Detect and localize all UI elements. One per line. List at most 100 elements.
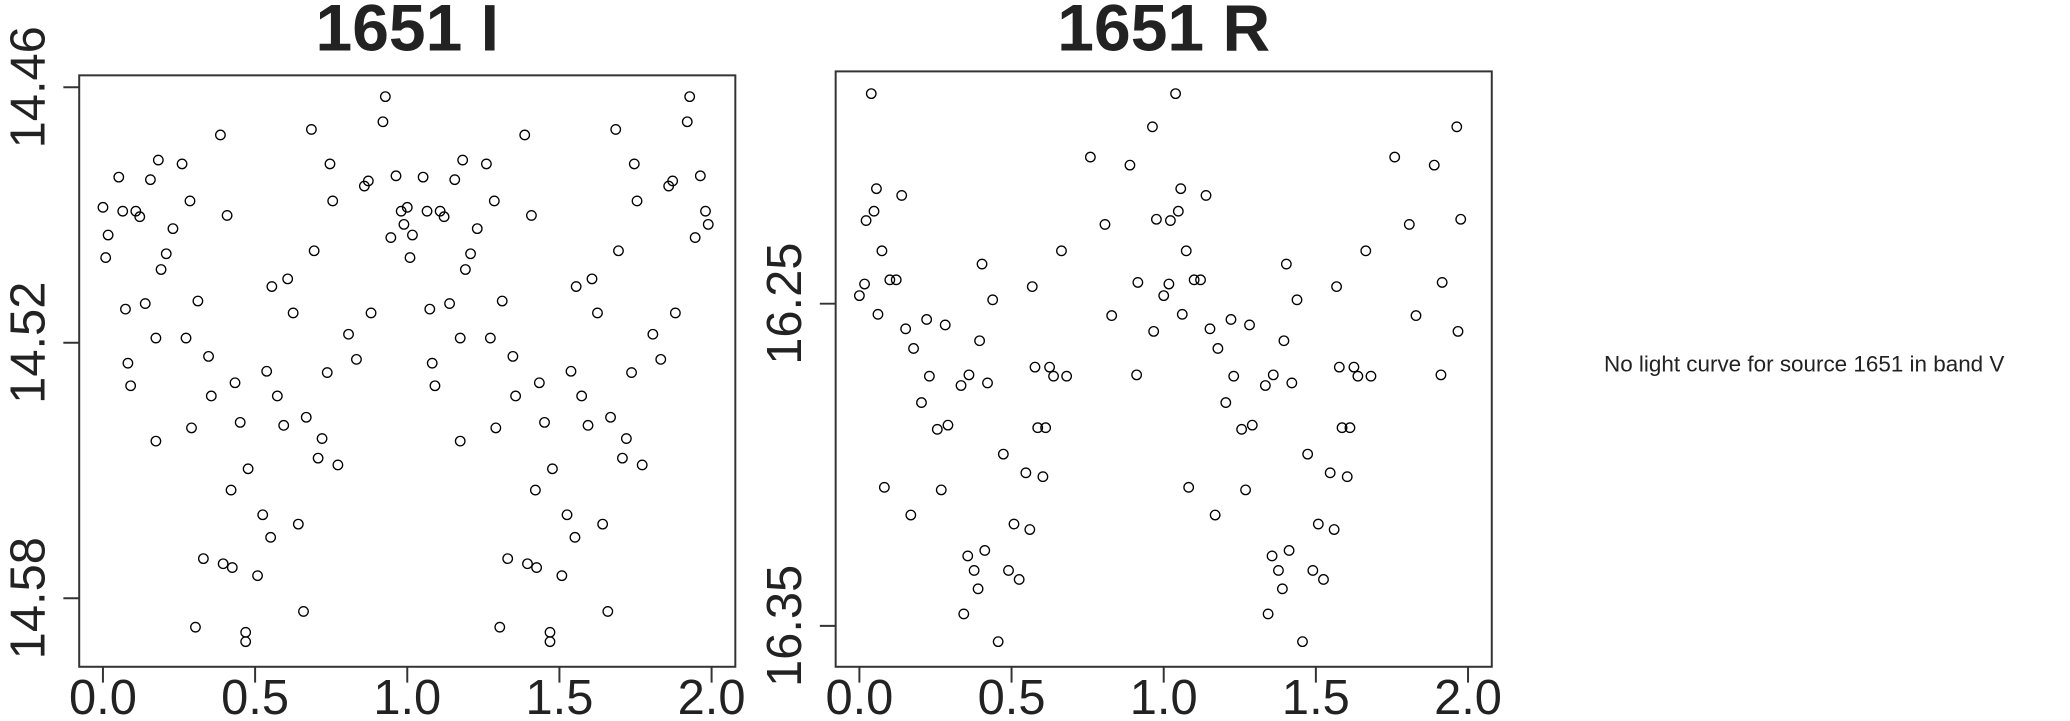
point <box>1280 258 1292 270</box>
y-tick-label: 16.25 <box>758 243 812 365</box>
point <box>1336 422 1348 434</box>
point <box>444 298 455 309</box>
point <box>312 452 324 464</box>
point <box>1020 467 1032 479</box>
point <box>569 531 581 543</box>
point <box>395 205 407 217</box>
point <box>287 307 299 319</box>
point <box>117 205 129 217</box>
point <box>449 174 461 186</box>
point <box>1048 370 1059 382</box>
point <box>502 553 514 565</box>
point <box>385 232 397 243</box>
point <box>689 232 701 243</box>
point <box>203 350 214 362</box>
point <box>225 484 237 496</box>
point <box>684 91 696 103</box>
point <box>145 174 156 186</box>
point <box>547 463 558 475</box>
point <box>974 335 986 347</box>
point <box>1061 370 1073 382</box>
point <box>459 264 471 275</box>
point <box>434 205 446 217</box>
point <box>1032 422 1044 434</box>
point <box>636 459 648 471</box>
point <box>1318 574 1329 585</box>
point <box>620 433 632 444</box>
point <box>265 531 277 543</box>
point <box>496 295 508 307</box>
point <box>939 319 951 331</box>
point <box>150 332 162 344</box>
point <box>908 343 919 354</box>
point <box>407 229 418 241</box>
point <box>1044 361 1056 373</box>
point <box>1228 370 1240 382</box>
point <box>613 245 624 257</box>
point <box>1209 509 1221 521</box>
point <box>1147 121 1158 133</box>
x-tick-label: 0.5 <box>221 671 289 721</box>
point <box>1037 471 1049 483</box>
point <box>529 484 541 496</box>
point <box>421 205 433 217</box>
point <box>429 380 441 392</box>
point <box>150 435 162 447</box>
point <box>1220 397 1232 409</box>
point <box>1365 370 1377 382</box>
point <box>878 481 890 493</box>
point <box>1236 423 1248 435</box>
point <box>1312 518 1324 530</box>
point <box>1175 183 1187 195</box>
point <box>390 170 402 182</box>
x-tick-label: 1.5 <box>1282 671 1350 721</box>
y-tick-label: 14.58 <box>2 537 56 659</box>
point <box>217 558 229 570</box>
point <box>556 570 568 582</box>
point <box>465 248 476 260</box>
point <box>1240 484 1251 496</box>
point <box>134 211 146 223</box>
point <box>1344 422 1356 434</box>
y-tick-label: 16.35 <box>758 565 812 687</box>
point <box>266 281 278 292</box>
point <box>865 88 877 100</box>
point <box>610 124 622 135</box>
point <box>398 218 410 230</box>
point <box>1452 325 1464 337</box>
point <box>242 463 254 475</box>
point <box>1324 467 1336 479</box>
point <box>1352 370 1364 382</box>
point <box>308 245 320 257</box>
point <box>997 448 1009 460</box>
point <box>1360 245 1372 257</box>
point <box>859 278 870 290</box>
point <box>1267 369 1279 381</box>
point <box>868 205 880 217</box>
point <box>1286 377 1298 389</box>
point <box>655 353 667 365</box>
point <box>100 252 112 263</box>
point <box>617 452 628 464</box>
point <box>931 423 943 435</box>
point <box>155 264 167 275</box>
point <box>1024 524 1036 535</box>
point <box>1276 583 1288 595</box>
point <box>1451 121 1463 133</box>
point <box>576 390 588 402</box>
point <box>1170 88 1181 100</box>
point <box>1259 380 1271 391</box>
point <box>916 397 927 409</box>
point <box>379 91 391 103</box>
point <box>1297 636 1308 648</box>
point <box>1307 565 1319 576</box>
point <box>1099 219 1111 230</box>
point <box>1410 310 1422 322</box>
point <box>955 380 967 391</box>
point <box>669 307 681 319</box>
point <box>1225 314 1237 325</box>
point <box>190 621 201 633</box>
point <box>972 583 984 595</box>
point <box>1029 361 1041 373</box>
